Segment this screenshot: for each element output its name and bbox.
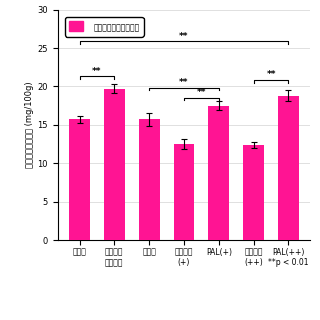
- Bar: [278, 96, 299, 240]
- Text: **: **: [197, 88, 206, 97]
- Bar: [139, 119, 160, 240]
- Bar: [208, 106, 229, 240]
- Bar: [104, 89, 125, 240]
- Text: **: **: [92, 67, 102, 76]
- Text: **: **: [266, 70, 276, 79]
- Bar: [69, 119, 90, 240]
- Legend: 総アントシアニン含量: 総アントシアニン含量: [65, 17, 144, 37]
- Text: **: **: [179, 78, 189, 87]
- Bar: [173, 144, 195, 240]
- Bar: [243, 145, 264, 240]
- Y-axis label: 総アントシアニン (mg/100g): 総アントシアニン (mg/100g): [26, 82, 35, 168]
- Text: **: **: [179, 32, 189, 41]
